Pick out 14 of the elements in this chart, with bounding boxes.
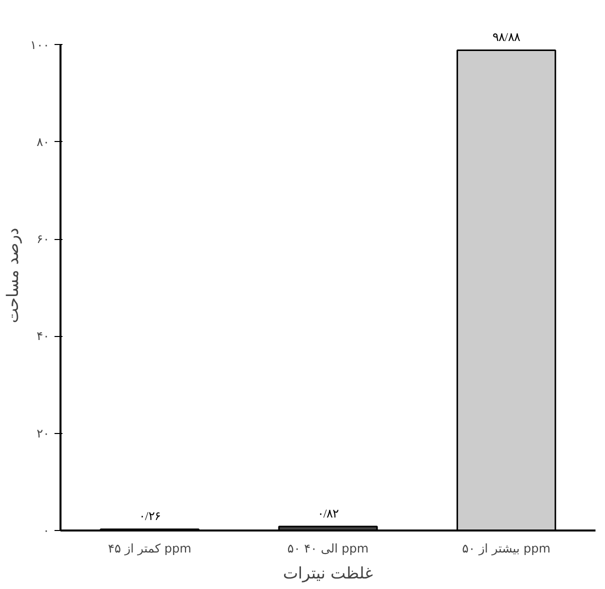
x-axis-title: غلظت نیترات [282,564,374,582]
x-tick-label: بیشتر از ۵۰ ppm [462,542,550,556]
x-tick-label: کمتر از ۴۵ ppm [108,542,192,556]
x-tick-label: ۵۰ الی ۴۰ ppm [287,542,369,556]
data-label: ۰/۸۲ [317,506,339,521]
y-tick-label: ۸۰ [36,134,50,149]
y-tick-label: ۴۰ [36,329,50,344]
y-tick-label: ۰ [43,524,50,538]
data-label: ۹۸/۸۸ [492,30,521,44]
data-label: ۰/۲۶ [139,509,160,524]
y-tick-label: ۶۰ [36,232,50,246]
y-axis-title: درصد مساحت [3,228,22,324]
y-tick-label: ۲۰ [36,426,50,440]
y-tick-label: ۱۰۰ [30,38,50,52]
